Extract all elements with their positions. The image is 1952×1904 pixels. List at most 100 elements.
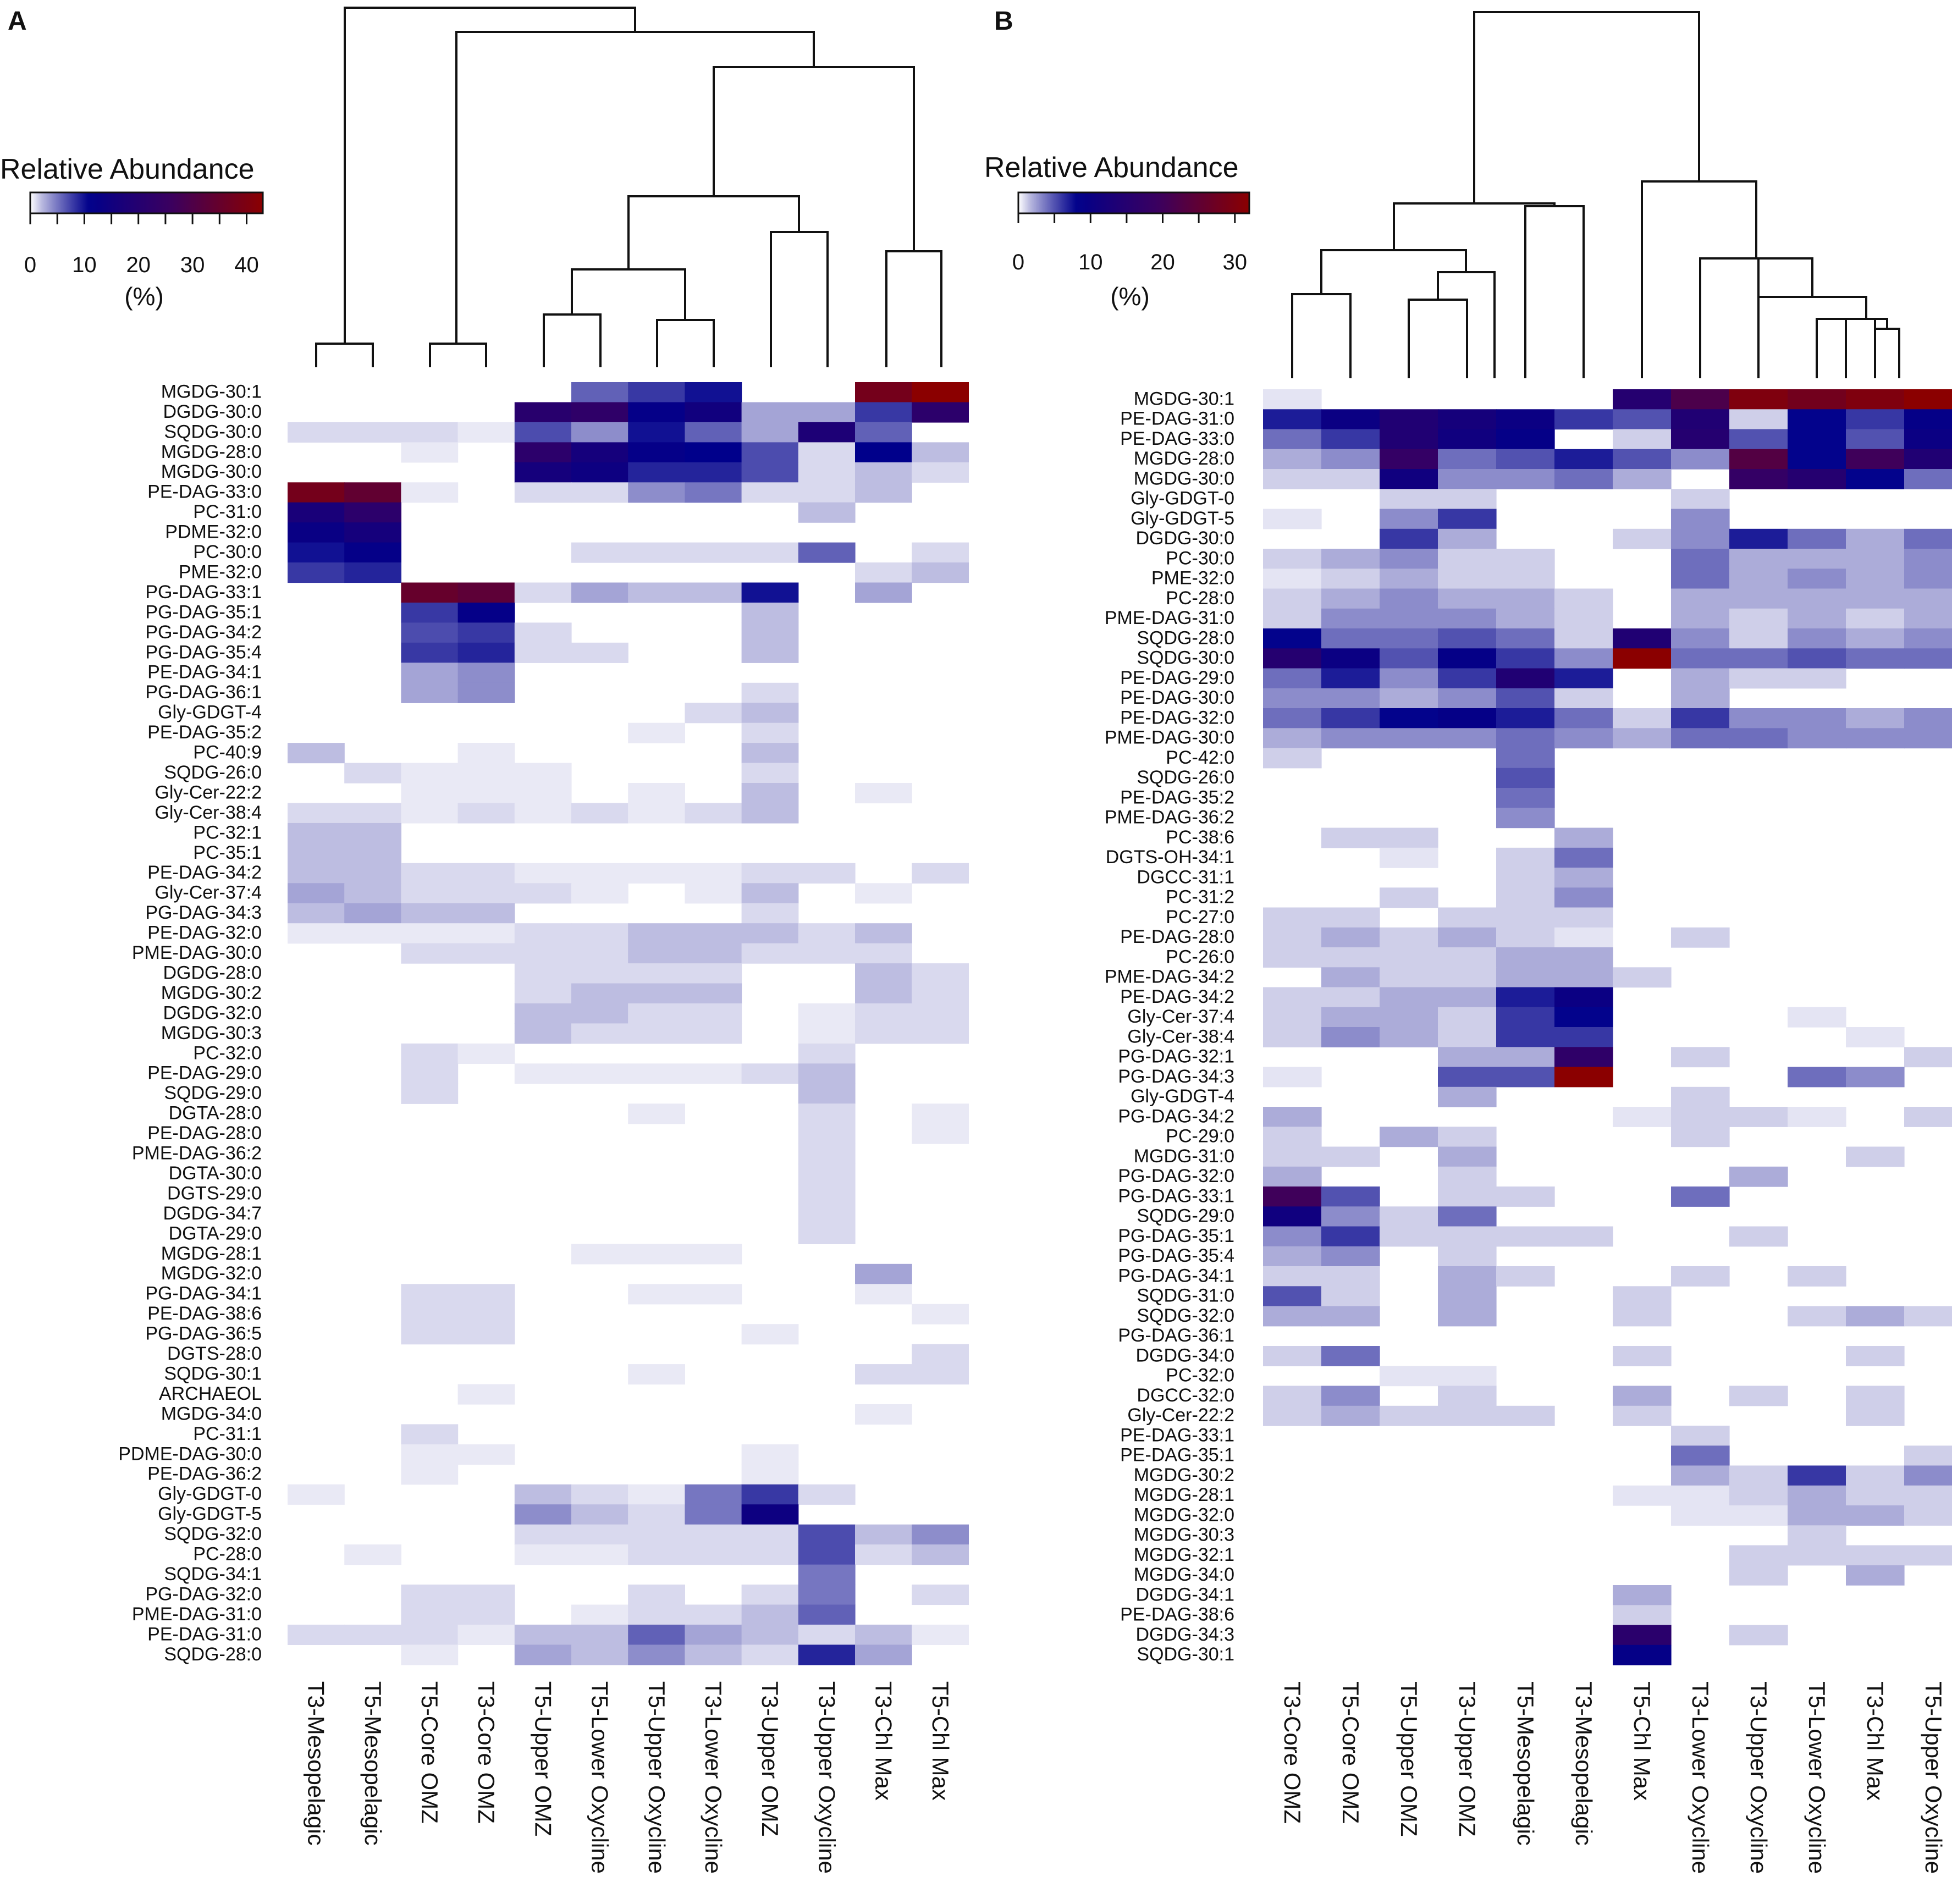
heatmap-cell — [1380, 449, 1438, 470]
heatmap-cell — [1613, 1605, 1672, 1626]
column-label: T3-Lower Oxycline — [1688, 1681, 1713, 1874]
row-label: DGDG-34:3 — [1136, 1624, 1235, 1645]
heatmap-cell — [1788, 429, 1846, 450]
heatmap-cell — [1263, 1027, 1322, 1047]
heatmap-cell — [741, 863, 799, 884]
colorbar-a: 0 10 20 30 40 — [24, 191, 264, 277]
heatmap-cell — [1321, 1206, 1380, 1227]
row-label: MGDG-30:2 — [161, 983, 262, 1003]
heatmap-cell — [1846, 449, 1905, 470]
row-label: PG-DAG-36:1 — [145, 682, 262, 703]
heatmap-cell — [457, 682, 515, 703]
heatmap-cell — [344, 763, 401, 783]
heatmap-cell — [401, 1063, 459, 1084]
heatmap-cell — [514, 863, 572, 884]
heatmap-cell — [1321, 927, 1380, 948]
heatmap-cell — [1613, 648, 1672, 669]
heatmap-cell — [1321, 409, 1380, 430]
heatmap-cell — [1496, 967, 1555, 988]
heatmap-cell — [1846, 648, 1905, 669]
heatmap-cell — [628, 803, 685, 824]
heatmap-cell — [1263, 1007, 1322, 1028]
heatmap-cell — [628, 1484, 685, 1505]
row-label: PME-DAG-31:0 — [1105, 608, 1234, 628]
heatmap-cell — [514, 1544, 572, 1565]
row-label: PG-DAG-34:2 — [145, 622, 262, 643]
heatmap-cell — [1496, 1405, 1555, 1426]
heatmap-cell — [1904, 1047, 1952, 1068]
row-label: DGTA-30:0 — [169, 1163, 262, 1184]
heatmap-cell — [1554, 668, 1613, 689]
heatmap-cell — [1263, 1127, 1322, 1147]
heatmap-cell — [1438, 907, 1497, 928]
row-label: PC-27:0 — [1166, 907, 1234, 928]
heatmap-cell — [514, 462, 572, 483]
heatmap-cell — [1554, 887, 1613, 908]
heatmap-cell — [457, 1284, 515, 1305]
heatmap-cell — [1380, 648, 1438, 669]
row-label: SQDG-29:0 — [164, 1083, 262, 1103]
heatmap-cell — [401, 1284, 459, 1305]
heatmap-cell — [798, 1604, 856, 1625]
heatmap-cell — [1613, 1625, 1672, 1646]
heatmap-cell — [514, 1644, 572, 1665]
heatmap-cell — [401, 1444, 459, 1465]
heatmap-cell — [1846, 1346, 1905, 1366]
heatmap-cell — [1263, 429, 1322, 450]
heatmap-cell — [685, 462, 742, 483]
row-label: PG-DAG-34:1 — [145, 1283, 262, 1304]
heatmap-cell — [1554, 728, 1613, 749]
heatmap-cell — [401, 1624, 459, 1645]
heatmap-cell — [1263, 608, 1322, 629]
heatmap-cell — [628, 542, 685, 563]
heatmap-cell — [1263, 728, 1322, 749]
heatmap-cell — [1671, 1047, 1730, 1068]
heatmap-cell — [1496, 668, 1555, 689]
panel-label-b: B — [994, 7, 1013, 36]
heatmap-cell — [1846, 1027, 1905, 1047]
heatmap-cell — [1438, 1086, 1497, 1107]
heatmap-cell — [685, 382, 742, 403]
heatmap-cell — [912, 963, 969, 984]
heatmap-cell — [1438, 628, 1497, 649]
heatmap-cell — [1671, 1485, 1730, 1506]
heatmap-cell — [1380, 947, 1438, 968]
heatmap-cell — [685, 703, 742, 724]
heatmap-cell — [628, 943, 685, 964]
colorbar-tick-label: 0 — [24, 253, 36, 277]
heatmap-cell — [685, 1624, 742, 1645]
heatmap-cell — [401, 903, 459, 924]
heatmap-cell — [628, 442, 685, 463]
heatmap-cell — [685, 963, 742, 984]
heatmap-cell — [1496, 1266, 1555, 1287]
heatmap-cell — [1671, 449, 1730, 470]
heatmap-cell — [628, 1524, 685, 1545]
heatmap-cell — [1904, 728, 1952, 749]
legend-b: Relative Abundance (%) — [984, 152, 1239, 311]
heatmap-cell — [1263, 1067, 1322, 1088]
heatmap-cell — [855, 562, 912, 583]
heatmap-cell — [1321, 648, 1380, 669]
heatmap-cell — [1729, 449, 1788, 470]
heatmap-cell — [514, 1484, 572, 1505]
heatmap-cell — [571, 422, 628, 443]
heatmap-cell — [1380, 987, 1438, 1008]
heatmap-cell — [1554, 608, 1613, 629]
heatmap-cell — [1380, 1127, 1438, 1147]
heatmap-cell — [571, 442, 628, 463]
row-label: Gly-Cer-37:4 — [155, 882, 262, 903]
heatmap-cell — [1729, 1505, 1788, 1526]
heatmap-cell — [1613, 1346, 1672, 1366]
legend-a-unit: (%) — [124, 282, 164, 311]
heatmap-cell — [1438, 1226, 1497, 1247]
heatmap-cell — [457, 903, 515, 924]
heatmap-cell — [571, 542, 628, 563]
heatmap-cell — [628, 983, 685, 1004]
heatmap-cell — [798, 1083, 856, 1104]
heatmap-cell — [1671, 1266, 1730, 1287]
colorbar-b: 0 10 20 30 — [1012, 191, 1250, 274]
heatmap-cell — [1613, 1306, 1672, 1327]
heatmap-cell — [344, 883, 401, 904]
heatmap-cell — [798, 943, 856, 964]
heatmap-cell — [741, 763, 799, 783]
